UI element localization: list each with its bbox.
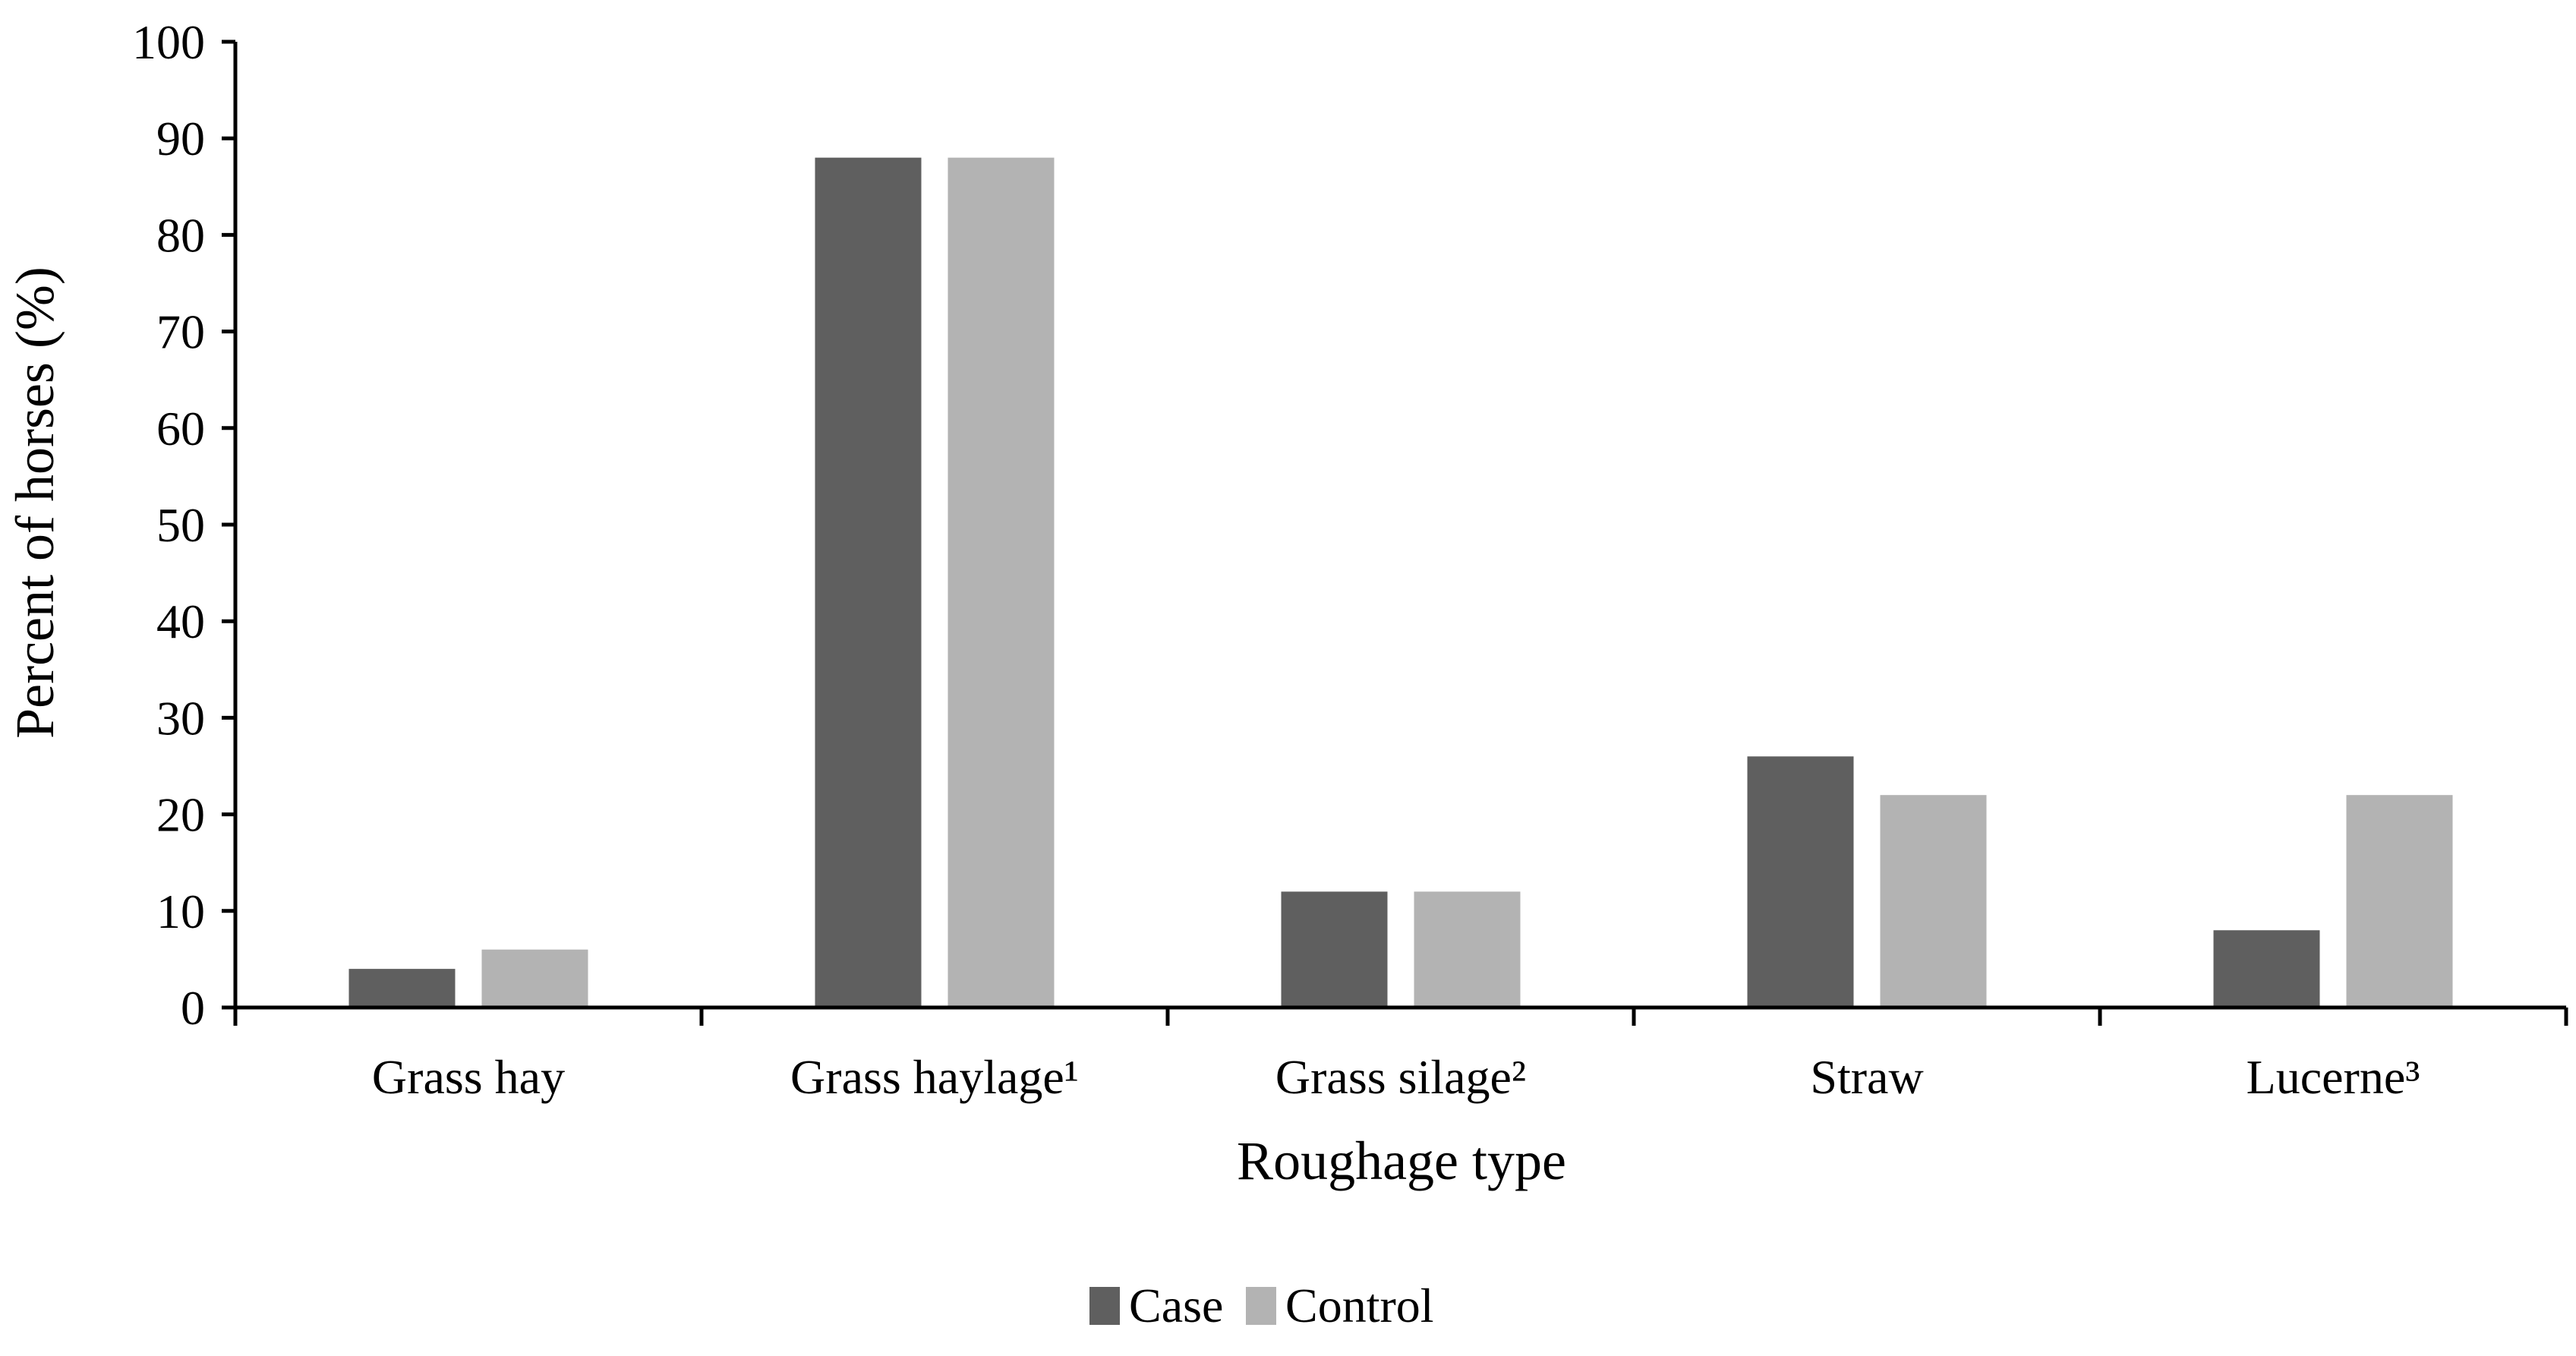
y-tick-label: 20 [156,788,205,842]
x-category-label: Grass silage² [1275,1050,1526,1104]
y-axis-title: Percent of horses (%) [5,266,65,739]
bar-case-1 [815,157,922,1008]
x-category-label: Straw [1810,1050,1923,1104]
legend: Case Control [1089,1279,1434,1332]
bars-group [348,157,2453,1008]
y-tick-label: 90 [156,112,205,166]
y-tick-label: 60 [156,402,205,456]
x-axis-title: Roughage type [1237,1131,1566,1191]
x-category-label: Lucerne³ [2247,1050,2420,1104]
bar-control-3 [1880,795,1987,1008]
bar-control-0 [481,949,588,1008]
y-tick-label: 30 [156,691,205,745]
y-tick-label: 10 [156,885,205,938]
bar-case-4 [2213,930,2320,1008]
legend-swatch-case [1089,1287,1120,1325]
bar-control-1 [947,157,1055,1008]
bar-case-0 [348,969,456,1008]
y-tick-label: 40 [156,594,205,648]
x-category-label: Grass hay [372,1050,565,1104]
y-ticks-group: 0 10 20 30 40 50 60 70 80 90 100 [132,15,235,1035]
bar-control-2 [1414,891,1521,1008]
bar-control-4 [2346,795,2453,1008]
x-categories-group: Grass hay Grass haylage¹ Grass silage² Stra… [233,1008,2568,1104]
bar-case-3 [1747,756,1854,1008]
y-tick-label: 0 [181,981,205,1035]
y-tick-label: 100 [132,15,205,69]
y-tick-label: 80 [156,208,205,262]
y-tick-label: 70 [156,305,205,359]
bar-case-2 [1281,891,1388,1008]
legend-label-case: Case [1129,1279,1223,1332]
legend-swatch-control [1246,1287,1276,1325]
x-category-label: Grass haylage¹ [790,1050,1079,1104]
legend-label-control: Control [1285,1279,1434,1332]
y-tick-label: 50 [156,498,205,552]
axes-group [233,42,2566,1010]
